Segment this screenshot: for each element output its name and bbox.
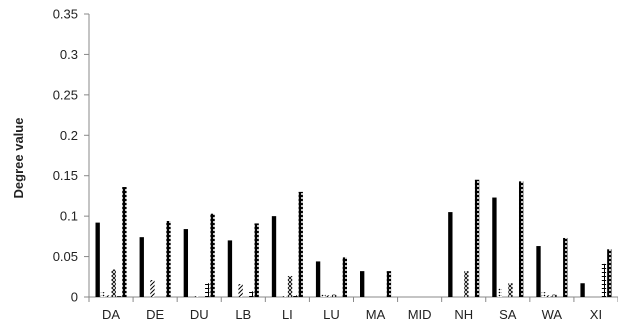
- bar-da-grid: [116, 296, 122, 297]
- bar-li-solid: [271, 216, 277, 297]
- bars: [95, 179, 612, 297]
- bar-lb-dots-bold: [254, 223, 259, 297]
- bar-sa-solid: [492, 197, 497, 297]
- bar-lb-diagonal: [238, 284, 243, 297]
- bar-xi-grid: [601, 263, 607, 297]
- x-tick-label: LB: [235, 307, 251, 322]
- bar-wa-diagonal: [547, 295, 552, 297]
- bar-da-dots-bold: [122, 187, 127, 297]
- bar-li-crosshatch: [287, 275, 293, 297]
- bar-wa-crosshatch: [552, 294, 557, 297]
- y-tick-label: 0: [71, 290, 78, 305]
- bar-du-solid: [183, 229, 189, 297]
- bar-lu-diagonal: [326, 295, 331, 297]
- x-tick-label: WA: [542, 307, 563, 322]
- bar-li-diagonal: [282, 296, 287, 297]
- y-tick-label: 0.05: [53, 249, 78, 264]
- bar-nh-dots-bold: [474, 179, 480, 297]
- y-tick-label: 0.35: [53, 7, 78, 22]
- y-tick-label: 0.1: [60, 209, 78, 224]
- bar-du-diagonal: [194, 296, 199, 297]
- bar-sa-dots-fine: [497, 288, 502, 297]
- y-axis: 0 0.05 0.1 0.15 0.2 0.25 0.3 0.35: [53, 7, 90, 305]
- y-tick-label: 0.3: [60, 47, 78, 62]
- bar-da-crosshatch: [111, 269, 116, 297]
- x-tick-label: MID: [408, 307, 432, 322]
- bar-li-grid: [293, 295, 298, 297]
- bar-lu-solid: [315, 261, 321, 297]
- bar-du-grid: [205, 283, 210, 297]
- bar-ma-dots-bold: [386, 271, 392, 297]
- bar-xi-dots-bold: [607, 249, 612, 297]
- bar-li-dots-bold: [298, 191, 303, 297]
- bar-wa-dots-fine: [541, 292, 547, 297]
- bar-wa-solid: [536, 246, 541, 297]
- bar-ma-solid: [360, 271, 365, 297]
- bar-de-dots-bold: [166, 220, 171, 297]
- bar-lu-dots-bold: [342, 257, 347, 297]
- bar-nh-solid: [448, 212, 453, 297]
- bar-da-dots-fine: [100, 292, 106, 297]
- bar-da-diagonal: [106, 295, 111, 297]
- bar-da-solid: [95, 222, 100, 297]
- bar-lu-crosshatch: [331, 294, 337, 297]
- bar-de-diagonal: [150, 280, 155, 297]
- x-tick-label: XI: [590, 307, 602, 322]
- bar-du-dots-bold: [210, 213, 215, 297]
- x-tick-label: SA: [499, 307, 517, 322]
- bar-sa-dots-bold: [518, 181, 524, 297]
- x-axis: DA DE DU LB LI LU MA MID NH SA WA XI: [88, 296, 618, 322]
- y-tick-label: 0.25: [53, 87, 78, 102]
- y-tick-label: 0.15: [53, 168, 78, 183]
- x-tick-label: DA: [102, 307, 120, 322]
- x-tick-label: DU: [190, 307, 209, 322]
- bar-nh-crosshatch: [464, 271, 469, 297]
- bar-lb-grid: [249, 291, 254, 297]
- bar-de-solid: [139, 237, 144, 297]
- x-tick-label: DE: [146, 307, 164, 322]
- x-tick-label: LU: [323, 307, 340, 322]
- y-tick-label: 0.2: [60, 128, 78, 143]
- x-tick-label: LI: [282, 307, 293, 322]
- y-axis-title: Degree value: [11, 118, 26, 199]
- bar-wa-dots-bold: [563, 237, 568, 297]
- x-tick-label: NH: [454, 307, 473, 322]
- x-tick-label: MA: [366, 307, 386, 322]
- bar-lb-solid: [227, 240, 233, 297]
- bar-lu-dots-fine: [321, 294, 326, 297]
- bar-sa-crosshatch: [508, 283, 513, 297]
- bar-xi-solid: [580, 283, 585, 297]
